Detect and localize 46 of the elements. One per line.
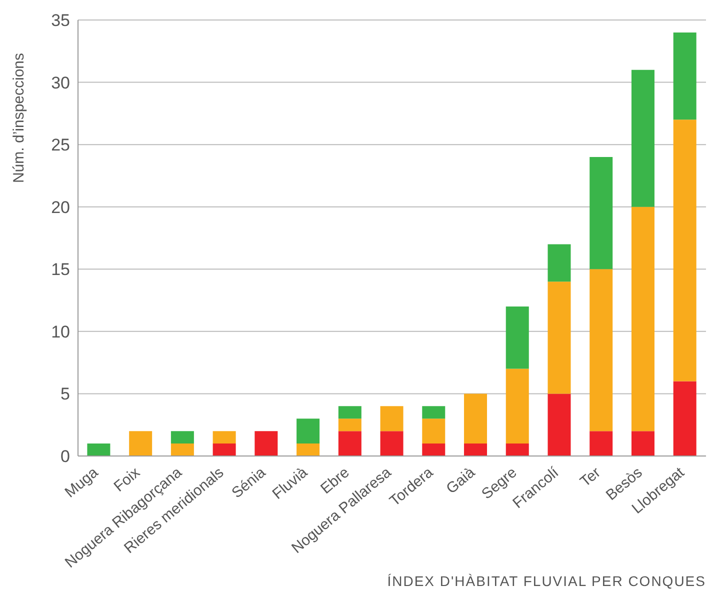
y-tick-label: 35 bbox=[51, 11, 70, 30]
bar bbox=[464, 394, 488, 444]
bar bbox=[590, 269, 613, 432]
bar bbox=[631, 70, 654, 207]
bar bbox=[380, 431, 404, 456]
bar bbox=[296, 418, 320, 444]
bar bbox=[506, 306, 529, 369]
y-tick-label: 30 bbox=[51, 73, 70, 92]
bar bbox=[380, 406, 404, 432]
bar bbox=[590, 431, 613, 456]
bar bbox=[548, 244, 571, 282]
bar bbox=[170, 444, 194, 456]
bar bbox=[338, 418, 362, 432]
bar bbox=[129, 431, 152, 456]
bar bbox=[590, 157, 613, 270]
bar bbox=[296, 444, 320, 456]
y-tick-label: 5 bbox=[60, 384, 70, 404]
bar bbox=[212, 431, 236, 444]
bar bbox=[170, 431, 194, 444]
bar bbox=[422, 406, 446, 419]
bar bbox=[506, 368, 529, 444]
y-tick-label: 25 bbox=[51, 136, 70, 155]
y-tick-label: 10 bbox=[51, 322, 70, 342]
bar bbox=[673, 32, 696, 120]
bar bbox=[422, 418, 446, 444]
x-tick-label: Gaià bbox=[443, 464, 479, 498]
bar bbox=[631, 206, 654, 432]
bar bbox=[548, 282, 571, 394]
x-tick-label: Ter bbox=[577, 464, 604, 490]
y-tick-label: 20 bbox=[51, 198, 70, 217]
bar bbox=[548, 394, 571, 456]
y-tick-label: 0 bbox=[60, 447, 70, 466]
y-tick-label: 15 bbox=[51, 260, 70, 280]
bar bbox=[506, 444, 529, 456]
bar bbox=[422, 444, 446, 456]
bar bbox=[212, 444, 236, 456]
bar bbox=[631, 431, 654, 456]
bar bbox=[338, 431, 362, 456]
bar bbox=[673, 120, 696, 382]
y-axis-title: Núm. d’inspeccions bbox=[10, 52, 28, 184]
bar bbox=[338, 406, 362, 419]
bar bbox=[673, 381, 696, 456]
bar bbox=[464, 444, 488, 456]
bar bbox=[254, 431, 278, 456]
bar bbox=[87, 444, 110, 456]
x-axis-title: ÍNDEX D'HÀBITAT FLUVIAL PER CONQUES bbox=[387, 573, 706, 589]
